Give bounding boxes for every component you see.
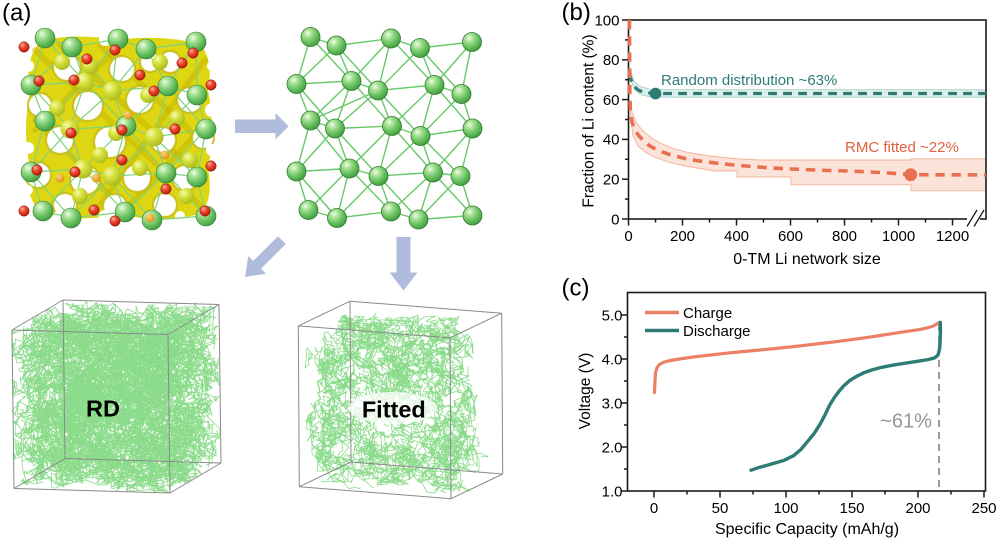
- svg-text:0-TM Li network size: 0-TM Li network size: [733, 251, 881, 268]
- svg-text:600: 600: [778, 228, 803, 245]
- svg-text:60: 60: [603, 92, 620, 109]
- svg-text:RD: RD: [86, 396, 120, 422]
- svg-text:20: 20: [603, 172, 620, 189]
- svg-text:800: 800: [832, 228, 857, 245]
- svg-text:2.0: 2.0: [602, 439, 623, 456]
- svg-text:Random distribution ~63%: Random distribution ~63%: [661, 72, 837, 89]
- svg-text:100: 100: [773, 500, 798, 517]
- svg-text:0: 0: [611, 211, 619, 228]
- svg-text:0: 0: [650, 500, 658, 517]
- svg-text:250: 250: [971, 500, 996, 517]
- svg-text:1000: 1000: [882, 228, 915, 245]
- svg-text:3.0: 3.0: [602, 395, 623, 412]
- svg-text:(b): (b): [562, 0, 591, 26]
- svg-text:Voltage (V): Voltage (V): [577, 353, 594, 430]
- svg-text:400: 400: [724, 228, 749, 245]
- svg-text:50: 50: [712, 500, 729, 517]
- svg-text:Discharge: Discharge: [683, 323, 751, 340]
- svg-text:1200: 1200: [936, 228, 969, 245]
- svg-text:Fitted: Fitted: [362, 397, 426, 423]
- svg-text:Fraction of Li content (%): Fraction of Li content (%): [581, 34, 598, 207]
- svg-text:80: 80: [603, 52, 620, 69]
- svg-text:4.0: 4.0: [602, 351, 623, 368]
- svg-text:1.0: 1.0: [602, 483, 623, 500]
- svg-text:(a): (a): [2, 0, 31, 27]
- svg-text:0: 0: [624, 228, 632, 245]
- svg-text:RMC fitted ~22%: RMC fitted ~22%: [845, 139, 959, 156]
- svg-text:150: 150: [839, 500, 864, 517]
- svg-text:200: 200: [905, 500, 930, 517]
- svg-text:~61%: ~61%: [880, 411, 932, 433]
- svg-text:100: 100: [594, 12, 619, 29]
- svg-text:5.0: 5.0: [602, 307, 623, 324]
- svg-text:Charge: Charge: [683, 305, 732, 322]
- svg-text:Specific Capacity (mAh/g): Specific Capacity (mAh/g): [715, 521, 899, 538]
- svg-text:40: 40: [603, 132, 620, 149]
- svg-text:(c): (c): [562, 274, 590, 301]
- svg-text:200: 200: [670, 228, 695, 245]
